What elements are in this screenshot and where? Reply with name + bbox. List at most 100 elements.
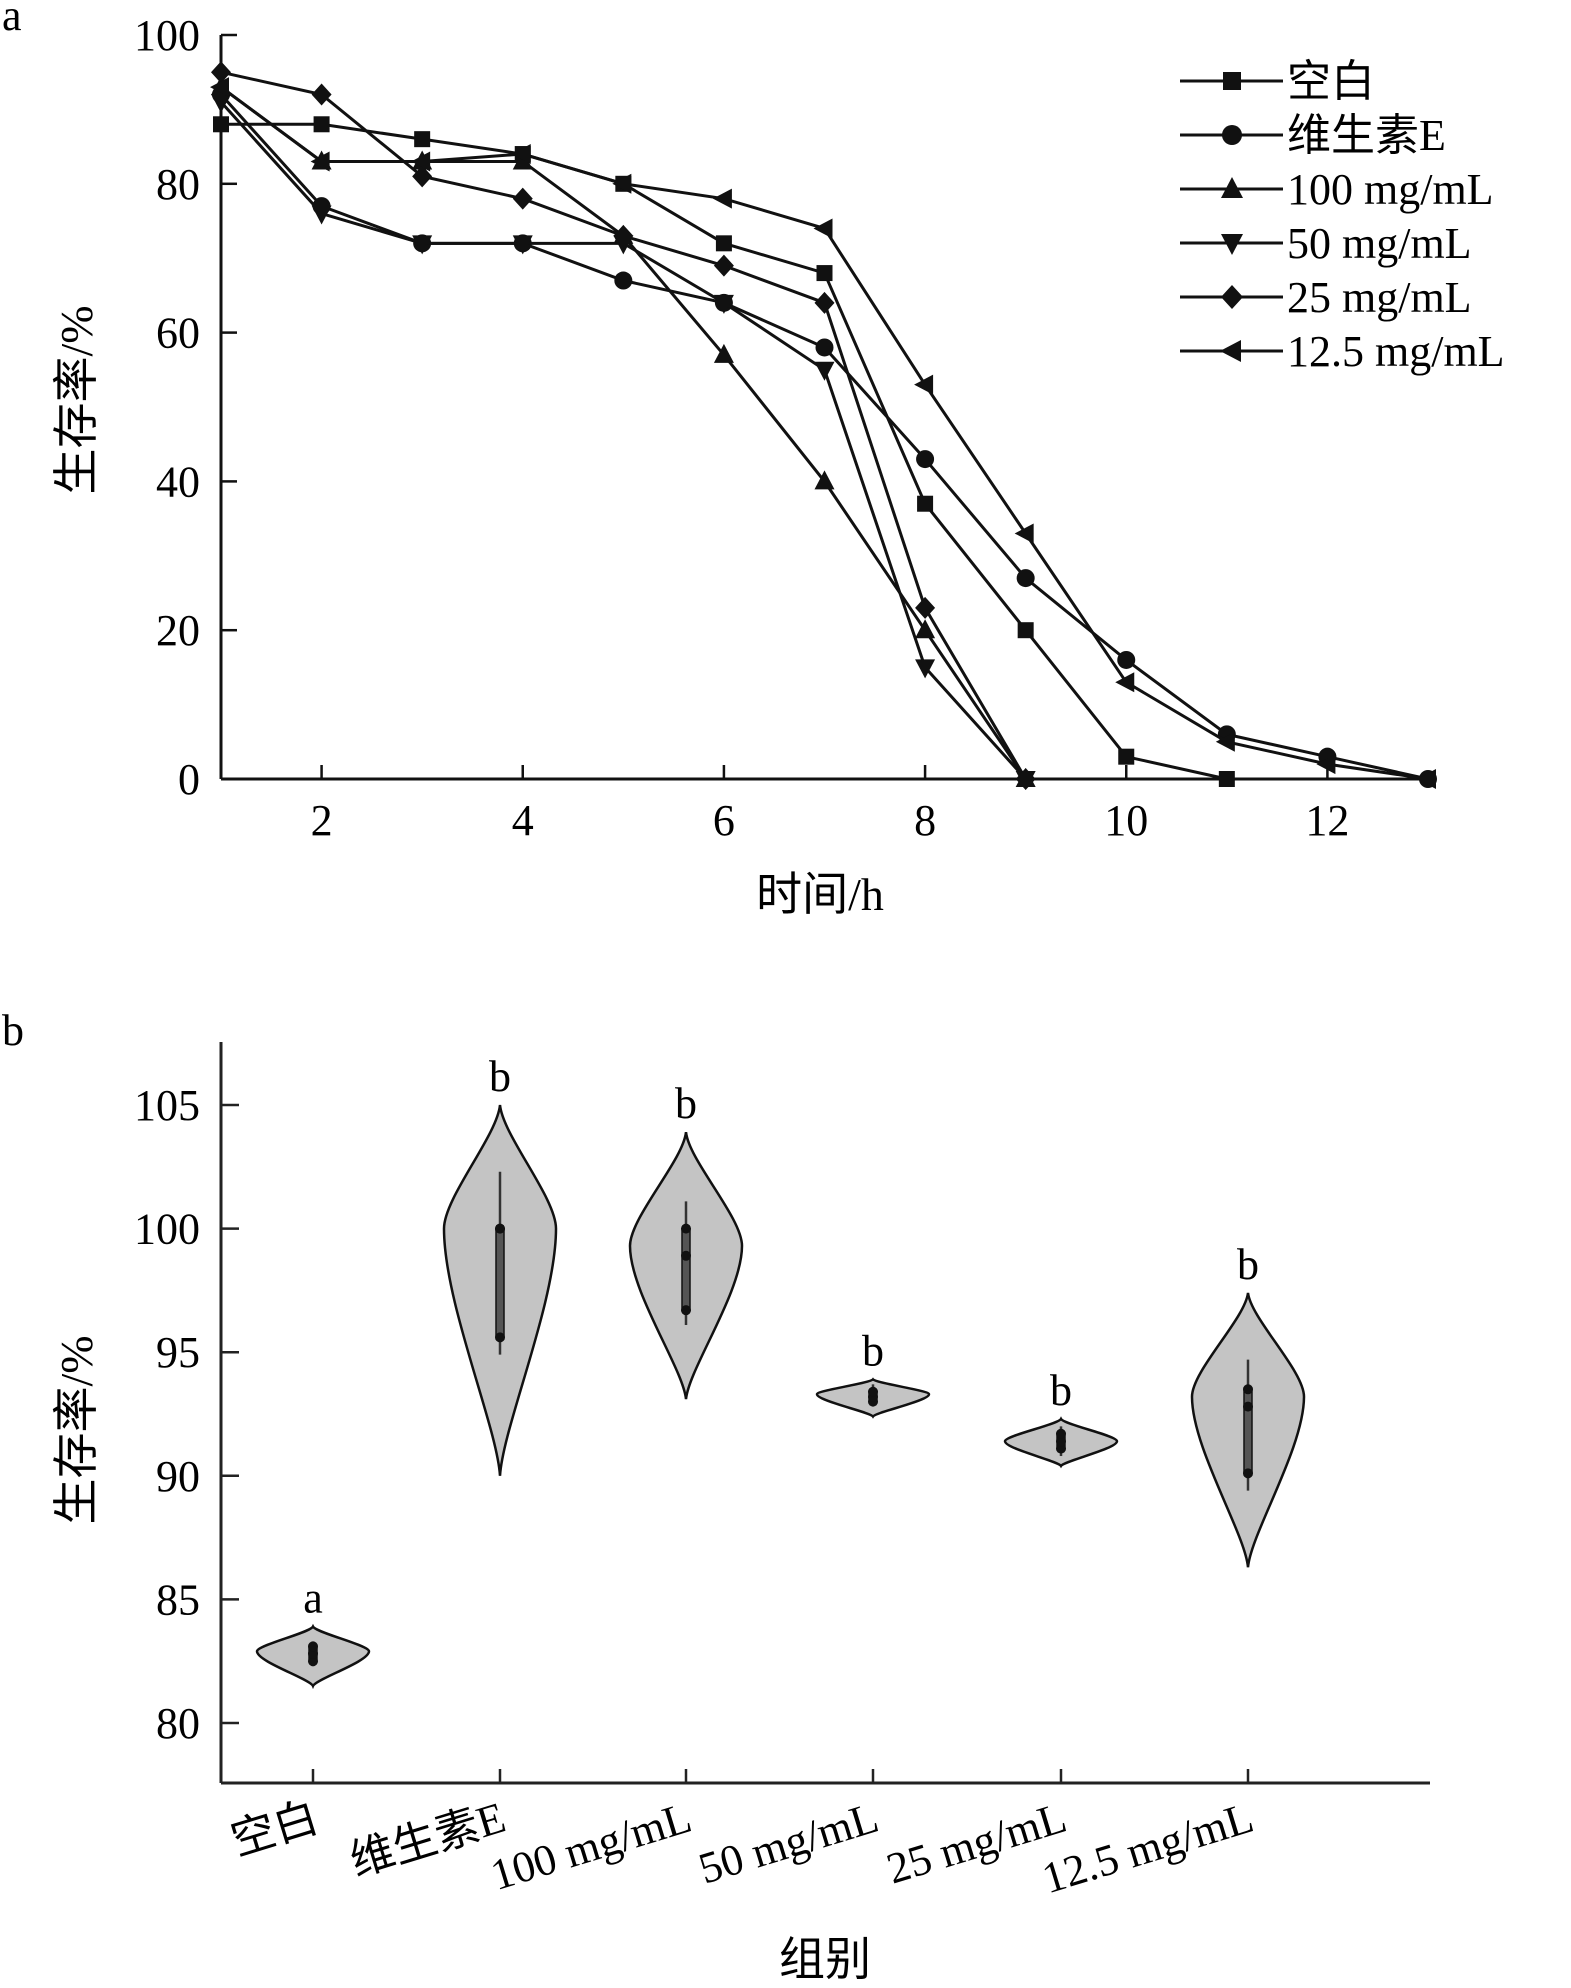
- data-point: [1056, 1436, 1066, 1447]
- marker-triangle-left: [1220, 340, 1241, 362]
- legend-label: 100 mg/mL: [1287, 165, 1494, 214]
- significance-letter: b: [1237, 1240, 1259, 1289]
- x-tick-label: 维生素E: [345, 1793, 511, 1886]
- y-tick-label: 60: [156, 309, 200, 358]
- panel-label-a: a: [2, 0, 22, 40]
- violin-group: b: [815, 1326, 931, 1419]
- legend-item: 25 mg/mL: [1180, 273, 1472, 322]
- y-tick-label: 90: [156, 1452, 200, 1501]
- marker-triangle-left: [210, 77, 229, 98]
- marker-square: [917, 495, 934, 512]
- marker-triangle-left: [612, 173, 632, 194]
- y-tick-label: 20: [156, 606, 200, 655]
- violin-group: b: [628, 1079, 744, 1400]
- marker-triangle-left: [712, 188, 732, 209]
- x-tick-label: 100 mg/mL: [485, 1793, 697, 1900]
- data-point: [1243, 1384, 1253, 1395]
- marker-circle: [815, 338, 834, 357]
- x-tick-label: 4: [512, 796, 534, 845]
- marker-diamond: [211, 61, 231, 84]
- y-tick-label: 80: [156, 160, 200, 209]
- series-line: [219, 93, 1429, 781]
- marker-diamond: [1015, 768, 1036, 790]
- data-point: [308, 1648, 318, 1659]
- legend-label: 维生素E: [1287, 111, 1446, 160]
- violin-group: b: [1190, 1240, 1306, 1568]
- violin-box: [495, 1227, 505, 1339]
- series-3: [211, 93, 1036, 790]
- marker-triangle-left: [1014, 523, 1034, 544]
- legend-item: 50 mg/mL: [1180, 219, 1472, 268]
- marker-circle: [1222, 125, 1242, 145]
- marker-square: [1223, 72, 1241, 90]
- marker-triangle-down: [412, 235, 433, 255]
- significance-letter: b: [862, 1326, 884, 1375]
- y-tick-label: 40: [156, 457, 200, 506]
- marker-triangle-down: [311, 205, 332, 225]
- x-tick-label: 6: [713, 796, 735, 845]
- data-point: [868, 1386, 878, 1397]
- x-tick-label: 12: [1305, 796, 1349, 845]
- marker-square: [1017, 622, 1034, 639]
- significance-letter: b: [1050, 1366, 1072, 1415]
- data-point: [1243, 1468, 1253, 1479]
- data-point: [1056, 1443, 1066, 1454]
- marker-square: [1118, 748, 1135, 765]
- marker-triangle-left: [1316, 754, 1336, 775]
- marker-diamond: [412, 165, 433, 188]
- significance-letter: a: [303, 1574, 323, 1623]
- marker-square: [715, 235, 732, 252]
- marker-triangle-up: [814, 470, 835, 490]
- data-point: [308, 1641, 318, 1652]
- series-line: [220, 85, 1429, 781]
- data-point: [495, 1223, 505, 1234]
- violin-group: b: [442, 1052, 558, 1476]
- panel-a-x-axis-title: 时间/h: [756, 869, 884, 920]
- legend-label: 50 mg/mL: [1287, 219, 1472, 268]
- marker-diamond: [512, 187, 533, 210]
- marker-triangle-left: [813, 218, 833, 239]
- legend-label: 12.5 mg/mL: [1287, 327, 1505, 376]
- series-5: [210, 77, 1436, 789]
- marker-triangle-up: [512, 150, 533, 170]
- y-tick-label: 80: [156, 1699, 200, 1748]
- marker-square: [816, 265, 833, 282]
- series-line: [219, 100, 1027, 781]
- x-tick-label: 2: [311, 796, 333, 845]
- marker-diamond: [613, 224, 634, 247]
- marker-triangle-left: [914, 374, 934, 395]
- x-tick-label: 12.5 mg/mL: [1037, 1793, 1259, 1903]
- legend-label: 空白: [1287, 57, 1375, 106]
- marker-square: [1218, 771, 1235, 787]
- y-tick-label: 95: [156, 1328, 200, 1377]
- data-point: [1056, 1428, 1066, 1439]
- marker-triangle-left: [1215, 731, 1235, 752]
- panel-a-axes: 0 20 40 60 80 100 2 4 6 8 10 12: [134, 11, 1430, 845]
- marker-triangle-left: [411, 151, 431, 172]
- panel-b-violins: a b b b b b: [255, 1052, 1306, 1690]
- x-tick-label: 50 mg/mL: [693, 1793, 884, 1894]
- panel-a-y-axis-title: 生存率/%: [51, 305, 102, 494]
- marker-diamond: [311, 83, 332, 106]
- marker-square: [414, 131, 431, 148]
- marker-triangle-down: [814, 361, 835, 381]
- series-4: [211, 61, 1036, 790]
- marker-triangle-left: [1417, 769, 1436, 789]
- violin-group: a: [255, 1574, 371, 1690]
- series-0: [213, 116, 1235, 787]
- panel-label-b: b: [2, 1006, 24, 1055]
- y-tick-label: 105: [134, 1081, 200, 1130]
- y-tick-label: 85: [156, 1575, 200, 1624]
- data-point: [681, 1250, 691, 1261]
- legend-item: 维生素E: [1180, 111, 1446, 160]
- marker-diamond: [1221, 285, 1243, 309]
- panel-b-y-axis-title: 生存率/%: [51, 1335, 102, 1524]
- marker-diamond: [915, 596, 936, 619]
- data-point: [681, 1305, 691, 1316]
- panel-a-series: [210, 61, 1437, 790]
- marker-triangle-left: [511, 144, 531, 165]
